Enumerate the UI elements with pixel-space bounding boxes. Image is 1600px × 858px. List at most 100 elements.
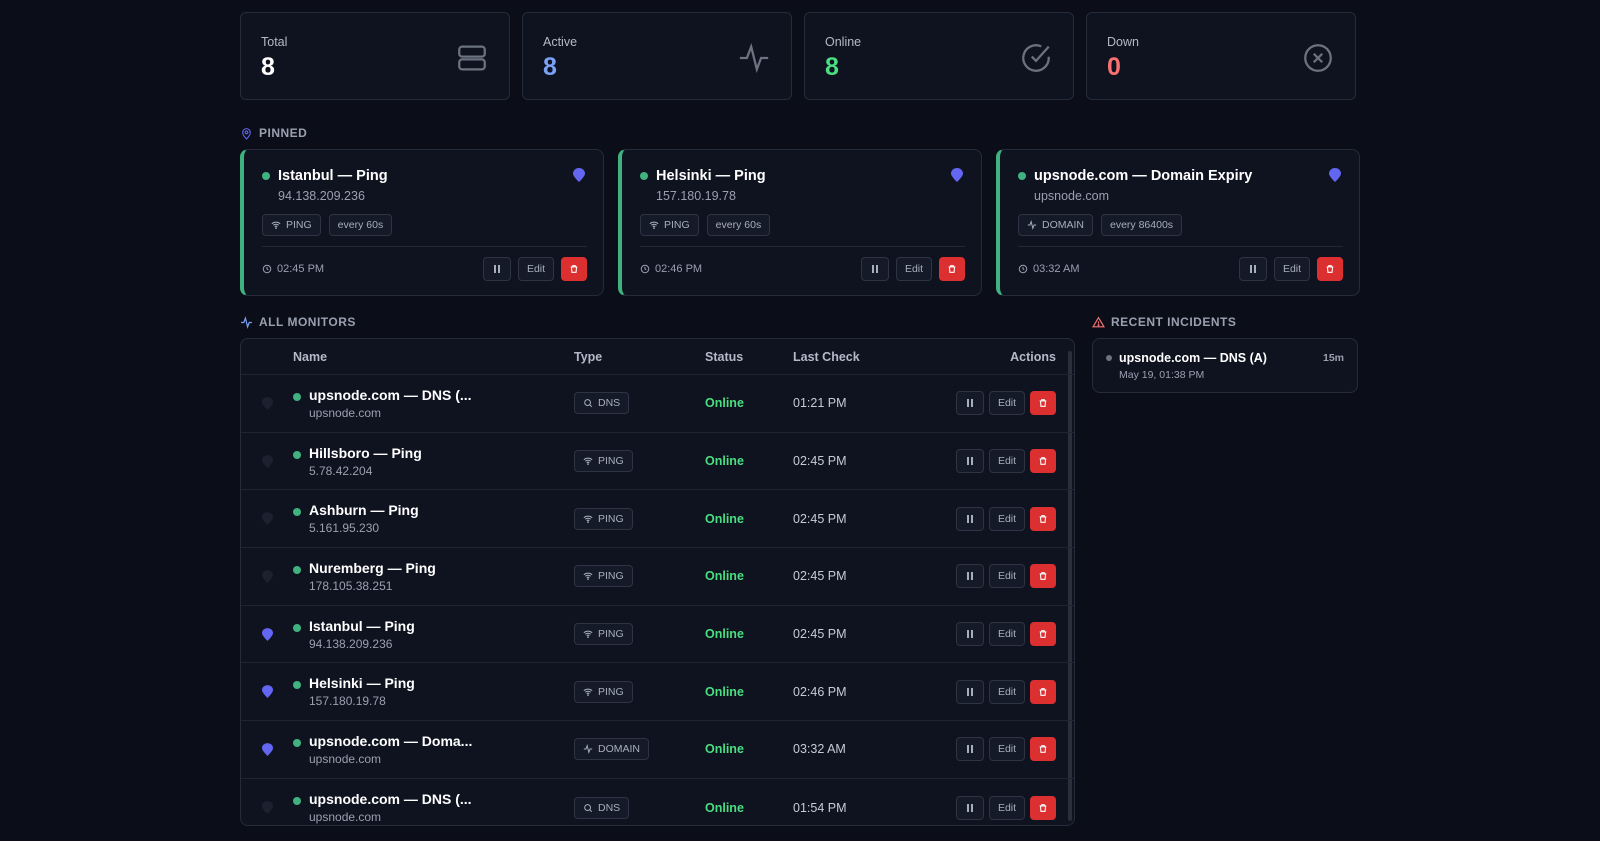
monitor-name[interactable]: upsnode.com — DNS (... <box>309 791 472 808</box>
incident-item[interactable]: upsnode.com — DNS (A) 15m May 19, 01:38 … <box>1092 338 1358 393</box>
trash-icon <box>1039 457 1047 465</box>
delete-button[interactable] <box>1317 257 1343 281</box>
pinned-card[interactable]: upsnode.com — Domain Expiry upsnode.com … <box>996 149 1360 296</box>
pinned-card[interactable]: Helsinki — Ping 157.180.19.78 PING every… <box>618 149 982 296</box>
pause-button[interactable] <box>956 391 984 416</box>
pin-icon[interactable] <box>261 685 273 699</box>
edit-button[interactable]: Edit <box>989 737 1025 762</box>
delete-button[interactable] <box>939 257 965 281</box>
pin-toggle[interactable] <box>241 743 293 756</box>
edit-button[interactable]: Edit <box>1274 257 1310 281</box>
delete-button[interactable] <box>561 257 587 281</box>
column-header-name[interactable]: Name <box>293 349 328 364</box>
status-dot <box>293 623 301 632</box>
pin-icon[interactable] <box>951 168 963 182</box>
edit-button[interactable]: Edit <box>989 506 1025 531</box>
stat-card-active: Active 8 <box>522 12 792 100</box>
monitors-table: Name Type Status Last Check Actions upsn… <box>240 338 1075 826</box>
monitor-name[interactable]: Helsinki — Ping <box>309 675 415 692</box>
edit-button[interactable]: Edit <box>989 679 1025 704</box>
table-scrollbar[interactable] <box>1068 351 1072 821</box>
pause-button[interactable] <box>956 449 984 474</box>
pin-icon[interactable] <box>261 627 273 641</box>
pause-button[interactable] <box>483 257 511 281</box>
monitor-name[interactable]: upsnode.com — DNS (... <box>309 386 472 403</box>
pin-toggle[interactable] <box>241 801 293 815</box>
clock-icon <box>1018 264 1028 274</box>
table-row[interactable]: Istanbul — Ping 94.138.209.236 PING Onli… <box>241 606 1074 664</box>
monitor-name[interactable]: Ashburn — Ping <box>309 502 419 519</box>
pinned-card[interactable]: Istanbul — Ping 94.138.209.236 PING ever… <box>240 149 604 296</box>
monitor-name[interactable]: Istanbul — Ping <box>309 617 415 634</box>
pin-toggle[interactable] <box>241 512 293 526</box>
status-cell: Online <box>705 569 744 584</box>
delete-button[interactable] <box>1030 506 1056 531</box>
table-row[interactable]: upsnode.com — Doma... upsnode.com DOMAIN… <box>241 721 1074 779</box>
pause-button[interactable] <box>956 506 984 531</box>
last-check-cell: 02:45 PM <box>793 511 847 526</box>
type-cell: PING <box>574 623 705 646</box>
delete-button[interactable] <box>1030 564 1056 589</box>
trash-icon <box>1039 687 1047 696</box>
pin-icon[interactable] <box>261 801 273 815</box>
pause-button[interactable] <box>956 795 984 820</box>
edit-button[interactable]: Edit <box>896 257 932 281</box>
column-header-last-check[interactable]: Last Check <box>793 349 860 364</box>
pause-button[interactable] <box>1239 257 1267 281</box>
table-row[interactable]: Nuremberg — Ping 178.105.38.251 PING Onl… <box>241 548 1074 606</box>
pin-icon[interactable] <box>1329 168 1341 182</box>
type-cell: PING <box>574 450 705 473</box>
pin-icon[interactable] <box>261 454 273 468</box>
pin-icon[interactable] <box>573 168 585 182</box>
delete-button[interactable] <box>1030 449 1056 474</box>
edit-button[interactable]: Edit <box>989 622 1025 647</box>
type-tag: PING <box>640 214 699 236</box>
last-check-time: 03:32 AM <box>1018 263 1079 275</box>
delete-button[interactable] <box>1030 795 1056 820</box>
delete-button[interactable] <box>1030 679 1056 704</box>
pin-icon[interactable] <box>261 512 273 526</box>
delete-button[interactable] <box>1030 622 1056 647</box>
edit-button[interactable]: Edit <box>989 795 1025 820</box>
pin-toggle[interactable] <box>241 569 293 583</box>
pin-toggle[interactable] <box>241 396 293 410</box>
pause-button[interactable] <box>956 564 984 589</box>
pause-button[interactable] <box>956 679 984 704</box>
pin-toggle[interactable] <box>241 685 293 699</box>
column-header-status[interactable]: Status <box>705 349 744 364</box>
column-header-type[interactable]: Type <box>574 349 603 364</box>
monitor-name[interactable]: Hillsboro — Ping <box>309 444 422 461</box>
edit-button[interactable]: Edit <box>518 257 554 281</box>
status-cell: Online <box>705 511 744 526</box>
table-row[interactable]: upsnode.com — DNS (... upsnode.com DNS O… <box>241 375 1074 433</box>
delete-button[interactable] <box>1030 391 1056 416</box>
status-dot <box>293 508 301 517</box>
monitor-target: 157.180.19.78 <box>309 694 386 709</box>
edit-button[interactable]: Edit <box>989 449 1025 474</box>
edit-button[interactable]: Edit <box>989 564 1025 589</box>
table-row[interactable]: Hillsboro — Ping 5.78.42.204 PING Online… <box>241 433 1074 491</box>
pause-button[interactable] <box>956 622 984 647</box>
delete-button[interactable] <box>1030 737 1056 762</box>
type-tag: PING <box>574 507 633 530</box>
trash-icon <box>1039 803 1047 812</box>
table-row[interactable]: upsnode.com — DNS (... upsnode.com DNS O… <box>241 779 1074 825</box>
edit-button[interactable]: Edit <box>989 391 1025 416</box>
monitor-name[interactable]: upsnode.com — Doma... <box>309 732 473 749</box>
pause-button[interactable] <box>861 257 889 281</box>
table-row[interactable]: Ashburn — Ping 5.161.95.230 PING Online … <box>241 490 1074 549</box>
table-row[interactable]: Helsinki — Ping 157.180.19.78 PING Onlin… <box>241 663 1074 722</box>
monitor-name[interactable]: Nuremberg — Ping <box>309 559 436 576</box>
pause-button[interactable] <box>956 737 984 762</box>
pause-icon <box>967 457 973 466</box>
status-dot <box>293 738 301 747</box>
pin-icon[interactable] <box>261 396 273 410</box>
pause-icon <box>967 572 973 581</box>
pause-icon <box>967 803 973 812</box>
last-check-cell: 02:45 PM <box>793 569 847 584</box>
pin-toggle[interactable] <box>241 454 293 468</box>
pin-icon[interactable] <box>261 569 273 583</box>
pinned-cards: Istanbul — Ping 94.138.209.236 PING ever… <box>240 149 1360 296</box>
pin-toggle[interactable] <box>241 627 293 641</box>
pin-icon[interactable] <box>261 743 273 756</box>
